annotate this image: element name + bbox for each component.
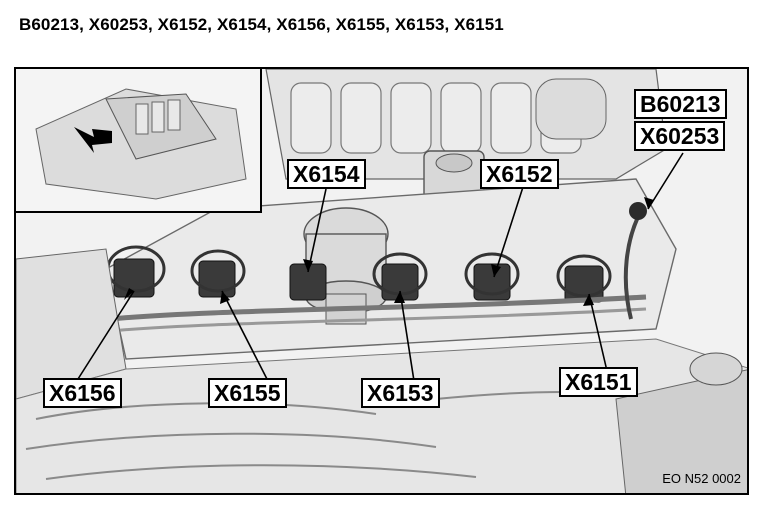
figure-reference-code: EO N52 0002 xyxy=(662,471,741,486)
callout-x6155: X6155 xyxy=(208,378,287,408)
document-heading: B60213, X60253, X6152, X6154, X6156, X61… xyxy=(19,15,504,34)
callout-x6151: X6151 xyxy=(559,367,638,397)
locator-inset xyxy=(16,69,262,213)
callout-x6153: X6153 xyxy=(361,378,440,408)
callout-x6152: X6152 xyxy=(480,159,559,189)
inset-engine-sketch xyxy=(16,69,260,211)
engine-illustration: B60213 X60253 X6154 X6152 X6156 X6155 X6… xyxy=(14,67,749,495)
callout-b60213: B60213 xyxy=(634,89,727,119)
callout-x6154: X6154 xyxy=(287,159,366,189)
callout-x6156: X6156 xyxy=(43,378,122,408)
callout-x60253: X60253 xyxy=(634,121,726,151)
engine-drawing xyxy=(16,69,747,493)
inset-arrow-icon xyxy=(74,127,112,153)
